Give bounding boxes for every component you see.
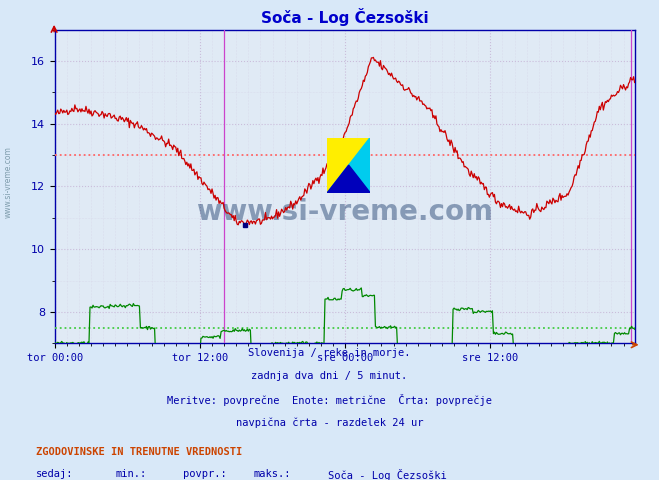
Text: www.si-vreme.com: www.si-vreme.com bbox=[196, 198, 493, 226]
Text: sedaj:: sedaj: bbox=[36, 469, 74, 479]
Text: navpična črta - razdelek 24 ur: navpična črta - razdelek 24 ur bbox=[236, 417, 423, 428]
Text: povpr.:: povpr.: bbox=[183, 469, 227, 479]
Polygon shape bbox=[328, 138, 370, 193]
Text: Slovenija / reke in morje.: Slovenija / reke in morje. bbox=[248, 348, 411, 358]
Text: ZGODOVINSKE IN TRENUTNE VREDNOSTI: ZGODOVINSKE IN TRENUTNE VREDNOSTI bbox=[36, 447, 243, 457]
Text: zadnja dva dni / 5 minut.: zadnja dva dni / 5 minut. bbox=[251, 371, 408, 381]
Polygon shape bbox=[328, 138, 370, 193]
Text: www.si-vreme.com: www.si-vreme.com bbox=[3, 146, 13, 218]
Polygon shape bbox=[328, 165, 370, 193]
Text: min.:: min.: bbox=[115, 469, 146, 479]
Text: Soča - Log Čezsoški: Soča - Log Čezsoški bbox=[328, 469, 447, 480]
Text: maks.:: maks.: bbox=[254, 469, 291, 479]
Title: Soča - Log Čezsoški: Soča - Log Čezsoški bbox=[261, 8, 428, 26]
Text: Meritve: povprečne  Enote: metrične  Črta: povprečje: Meritve: povprečne Enote: metrične Črta:… bbox=[167, 394, 492, 406]
